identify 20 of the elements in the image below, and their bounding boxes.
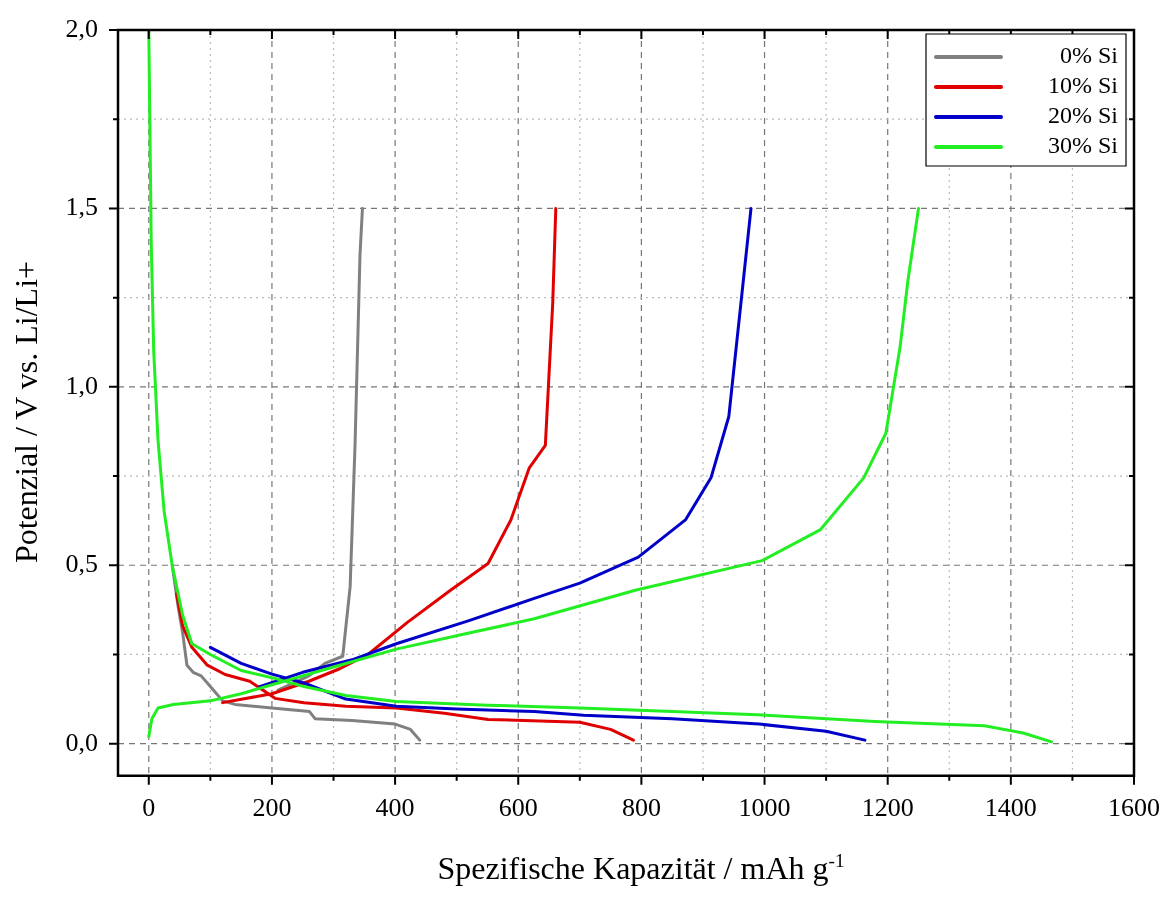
x-tick-label: 400	[375, 793, 415, 823]
x-tick-label: 1600	[1108, 793, 1160, 823]
x-tick-label: 600	[498, 793, 538, 823]
x-tick-label: 800	[621, 793, 661, 823]
x-tick-label: 1000	[738, 793, 791, 823]
legend-label: 10% Si	[1047, 72, 1119, 99]
y-axis-title: Potenzial / V vs. Li/Li+	[7, 260, 45, 564]
y-tick-label: 0,0	[65, 727, 98, 757]
legend-label: 30% Si	[1047, 132, 1119, 159]
y-tick-label: 1,0	[65, 370, 98, 400]
x-tick-label: 1400	[984, 793, 1037, 823]
y-tick-label: 2,0	[65, 13, 98, 43]
legend-label: 20% Si	[1047, 102, 1119, 129]
x-tick-label: 1200	[861, 793, 914, 823]
y-tick-label: 0,5	[65, 549, 98, 579]
x-tick-label: 0	[142, 793, 156, 823]
y-tick-label: 1,5	[65, 192, 98, 222]
x-axis-title: Spezifische Kapazität / mAh g$^{-1}$	[436, 850, 846, 887]
text: 0% Si	[1059, 42, 1119, 69]
x-tick-label: 200	[252, 793, 292, 823]
